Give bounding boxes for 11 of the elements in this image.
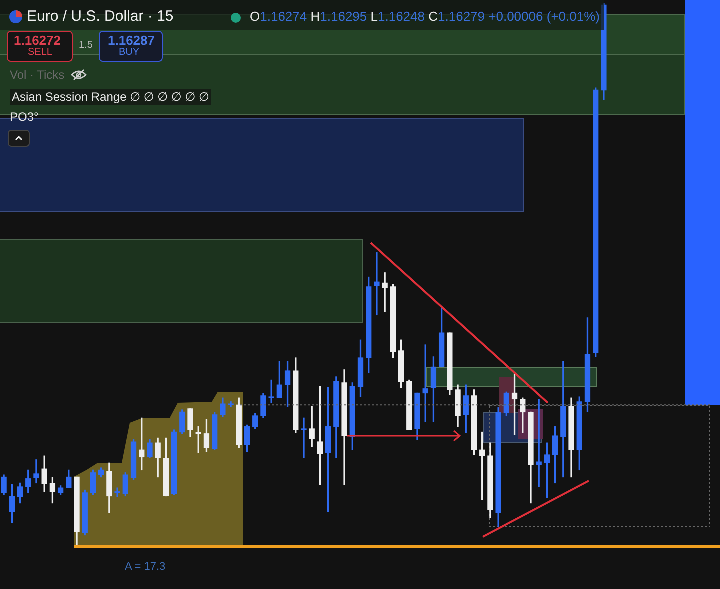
annotation: 1.16287 bbox=[108, 33, 155, 48]
annotation: 1.16272 bbox=[14, 33, 61, 48]
annotation: Vol · Ticks bbox=[10, 68, 65, 82]
text: A = 17.3 bbox=[125, 561, 166, 573]
chart-title: Euro / U.S. Dollar · 15 bbox=[27, 8, 174, 25]
annotation: SELL bbox=[28, 47, 52, 58]
annotation: 1.5 bbox=[79, 40, 93, 51]
annotation: Asian Session Range ∅ ∅ ∅ ∅ ∅ ∅ bbox=[10, 89, 212, 105]
annotation: BUY bbox=[119, 47, 140, 58]
annotation: PO3° bbox=[10, 110, 39, 124]
text: O1.16274 H1.16295 L1.16248 C1.16279 +0.00006 (+0.01%) bbox=[250, 9, 600, 24]
